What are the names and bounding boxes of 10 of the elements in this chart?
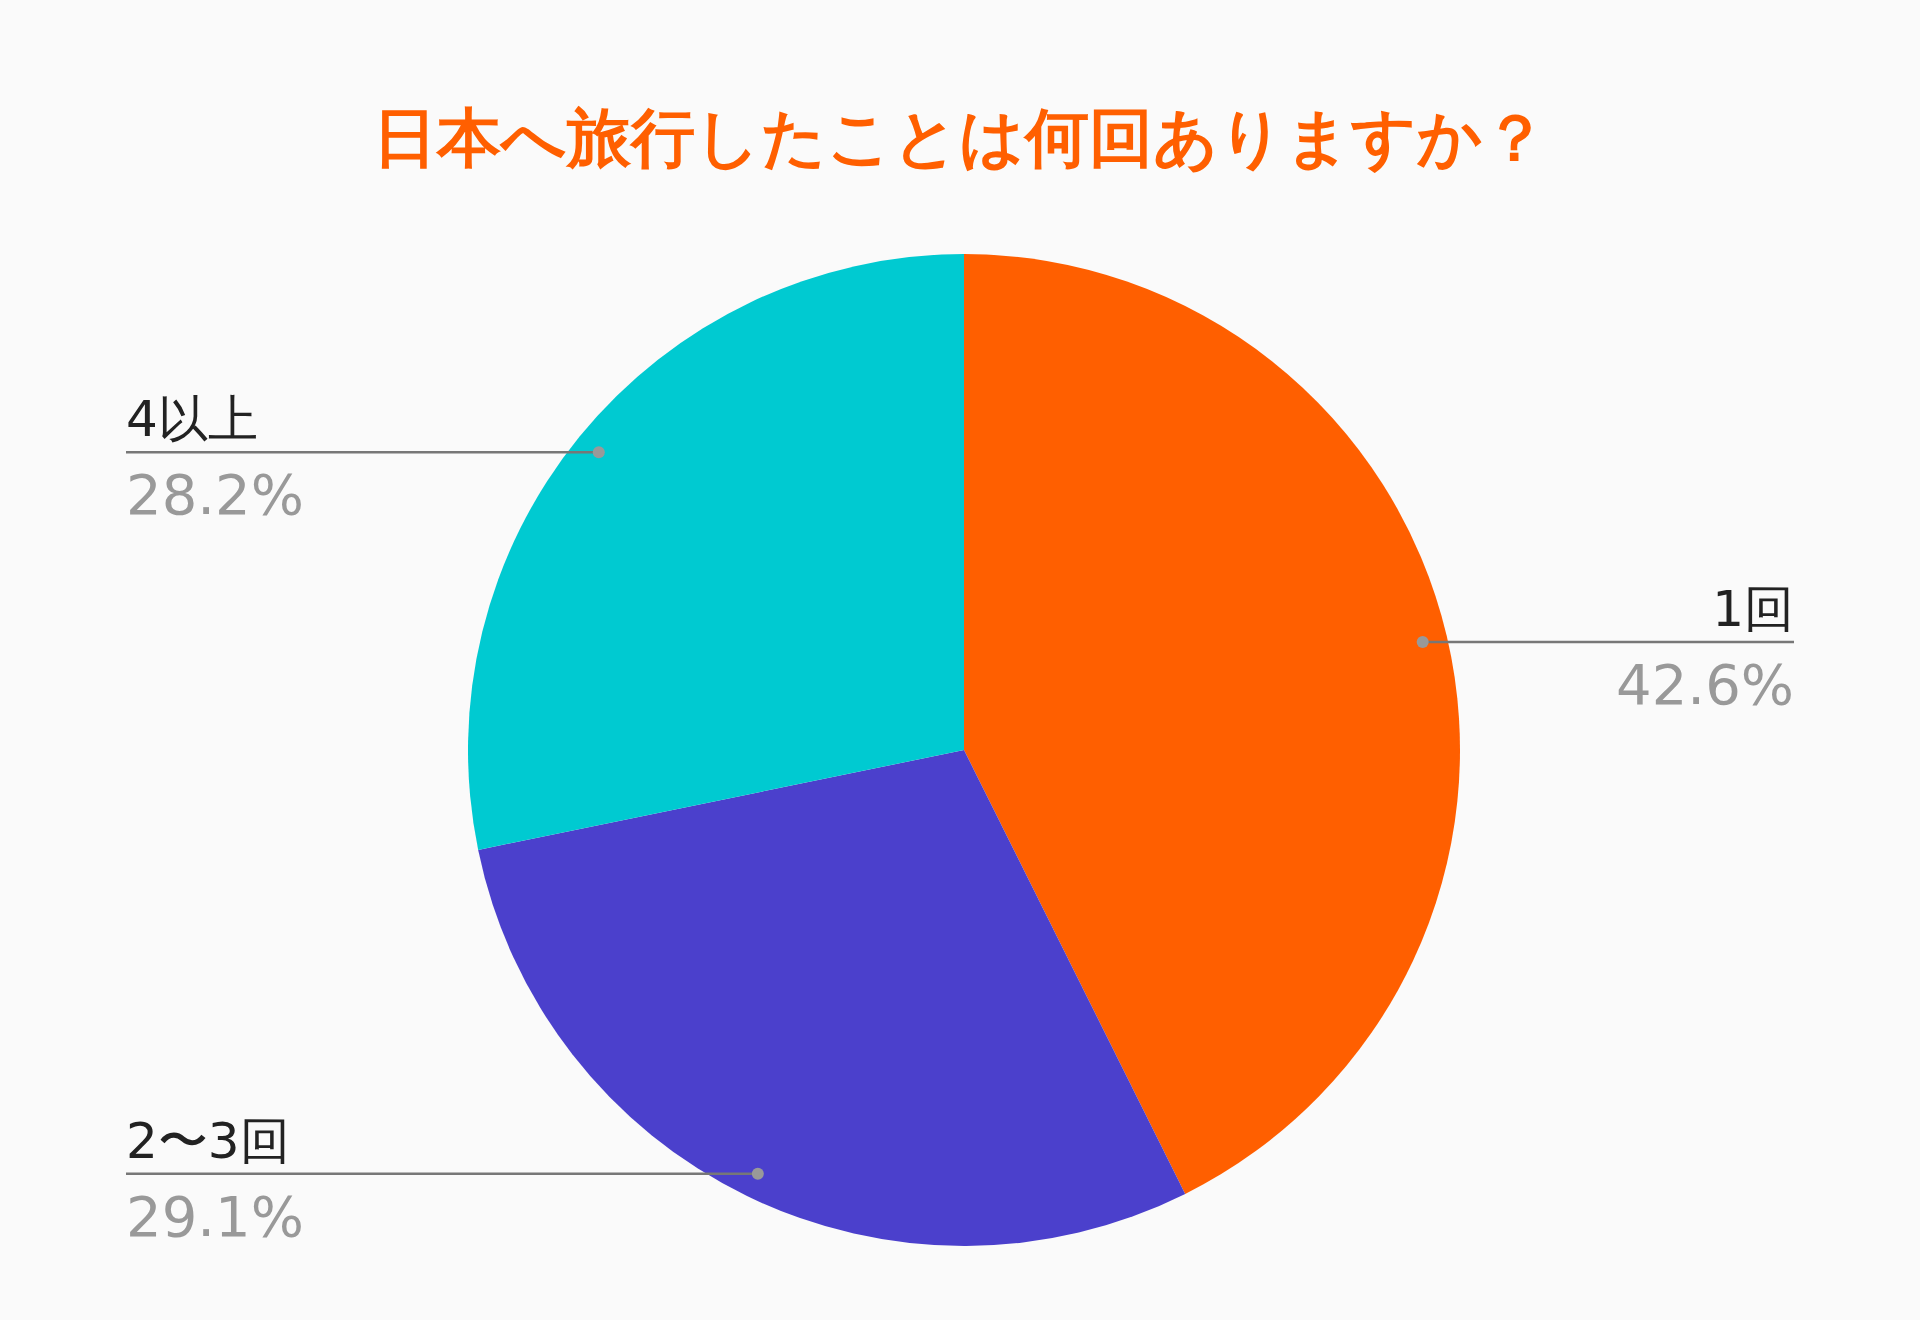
- data-label: 28.2%: [126, 462, 304, 528]
- pie-slice: [964, 254, 1460, 1194]
- pie-slice: [468, 254, 964, 850]
- pie-slice: [478, 750, 1186, 1246]
- slice-label: 2〜3回: [126, 1111, 290, 1170]
- slice-label: 4以上: [126, 390, 258, 449]
- slice-label: 1回: [1712, 580, 1794, 639]
- data-label: 42.6%: [1616, 652, 1794, 718]
- data-label: 29.1%: [126, 1183, 304, 1249]
- chart-title: 日本へ旅行したことは何回ありますか？: [372, 100, 1548, 177]
